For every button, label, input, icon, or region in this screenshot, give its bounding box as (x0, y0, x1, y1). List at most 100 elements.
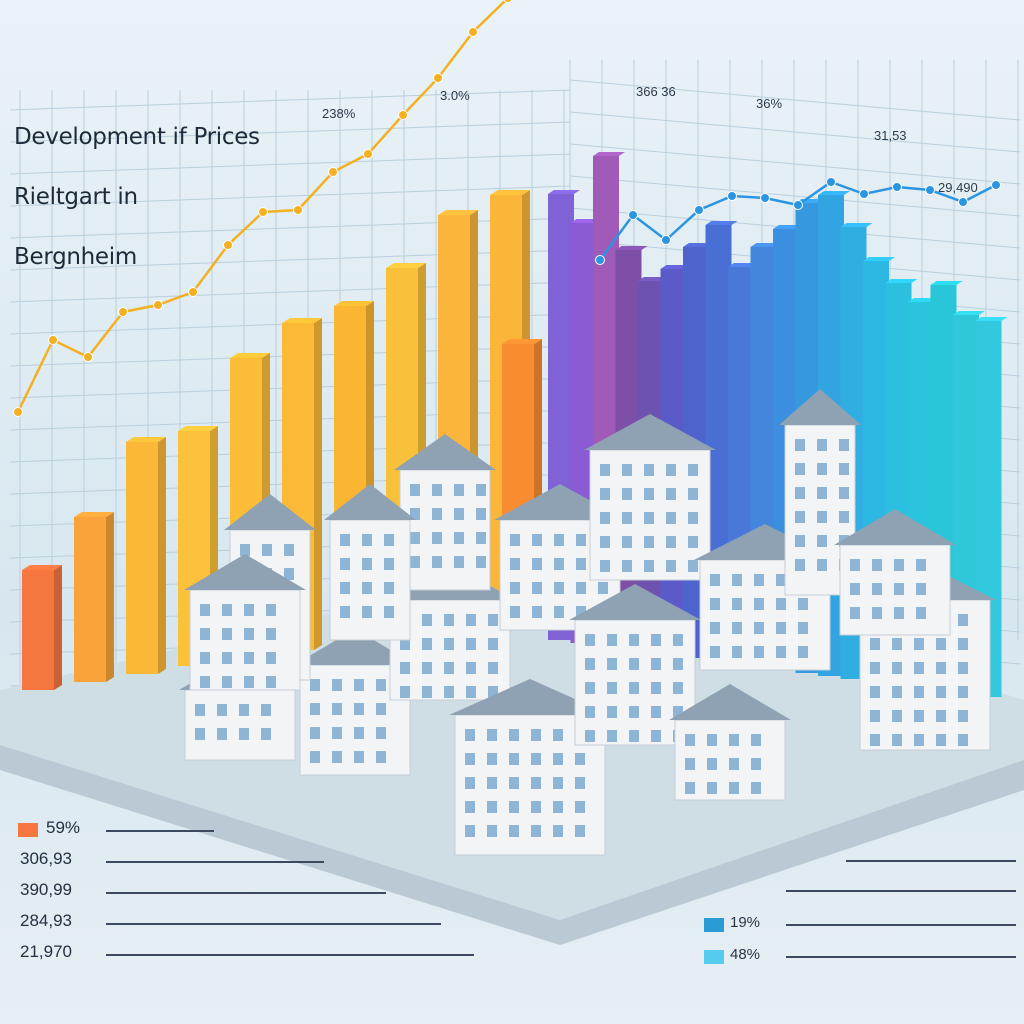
window (651, 706, 661, 718)
annotation-label: 29,490 (938, 180, 978, 195)
cool-trend-point (826, 177, 836, 187)
window (476, 484, 486, 496)
window (622, 536, 632, 548)
annotation-label: 238% (322, 106, 356, 121)
title-line-2: Rieltgart in (14, 184, 138, 210)
legend-label: 390,99 (20, 880, 72, 899)
window (200, 652, 210, 664)
window (629, 634, 639, 646)
window (410, 532, 420, 544)
window (466, 686, 476, 698)
window (685, 734, 695, 746)
window (958, 734, 968, 746)
legend-line (106, 892, 386, 894)
window (465, 729, 475, 741)
window (916, 583, 926, 595)
window (839, 463, 849, 475)
bar-top (178, 426, 218, 431)
window (600, 512, 610, 524)
window (476, 532, 486, 544)
window (850, 559, 860, 571)
building-roof (669, 684, 791, 720)
window (914, 662, 924, 674)
window (531, 729, 541, 741)
window (754, 598, 764, 610)
window (839, 511, 849, 523)
window (340, 606, 350, 618)
building-roof (184, 554, 306, 590)
window (914, 710, 924, 722)
legend-label: 19% (730, 914, 761, 931)
building-roof (394, 434, 496, 470)
window (444, 662, 454, 674)
window (222, 652, 232, 664)
window (673, 706, 683, 718)
window (354, 703, 364, 715)
window (510, 582, 520, 594)
window (466, 638, 476, 650)
bar (126, 442, 158, 674)
window (487, 801, 497, 813)
window (600, 536, 610, 548)
window (465, 777, 475, 789)
window (644, 512, 654, 524)
window (266, 604, 276, 616)
legend-line (106, 830, 214, 832)
legend-item: 21,970 (16, 942, 486, 973)
window (531, 777, 541, 789)
window (872, 607, 882, 619)
window (732, 598, 742, 610)
window (622, 488, 632, 500)
cool-trend-point (760, 193, 770, 203)
window (958, 686, 968, 698)
window (244, 652, 254, 664)
cool-trend-point (793, 200, 803, 210)
window (622, 512, 632, 524)
building-roof (294, 629, 416, 665)
window (936, 734, 946, 746)
window (607, 682, 617, 694)
window (410, 556, 420, 568)
window (531, 825, 541, 837)
window (751, 734, 761, 746)
window (422, 614, 432, 626)
window (666, 464, 676, 476)
bar-top (593, 152, 625, 156)
window (666, 560, 676, 572)
window (916, 607, 926, 619)
window (914, 734, 924, 746)
window (244, 604, 254, 616)
window (509, 825, 519, 837)
window (666, 512, 676, 524)
window (422, 686, 432, 698)
chart-title: Development if Prices Rieltgart in Bergn… (14, 92, 260, 302)
window (707, 758, 717, 770)
legend-line (786, 890, 1016, 892)
window (509, 753, 519, 765)
window (914, 638, 924, 650)
window (554, 582, 564, 594)
window (332, 679, 342, 691)
window (509, 729, 519, 741)
window (817, 511, 827, 523)
bar-top (953, 311, 985, 315)
title-line-1: Development if Prices (14, 124, 260, 150)
window (600, 464, 610, 476)
window (310, 727, 320, 739)
cool-trend-point (628, 210, 638, 220)
window (894, 583, 904, 595)
window (776, 622, 786, 634)
window (410, 508, 420, 520)
window (598, 582, 608, 594)
window (607, 634, 617, 646)
window (607, 658, 617, 670)
window (936, 638, 946, 650)
window (217, 728, 227, 740)
window (362, 558, 372, 570)
window (384, 582, 394, 594)
legend-item: 306,93 (16, 849, 486, 880)
window (432, 532, 442, 544)
bar-top (490, 190, 530, 195)
window (585, 706, 595, 718)
warm-trend-point (13, 407, 23, 417)
